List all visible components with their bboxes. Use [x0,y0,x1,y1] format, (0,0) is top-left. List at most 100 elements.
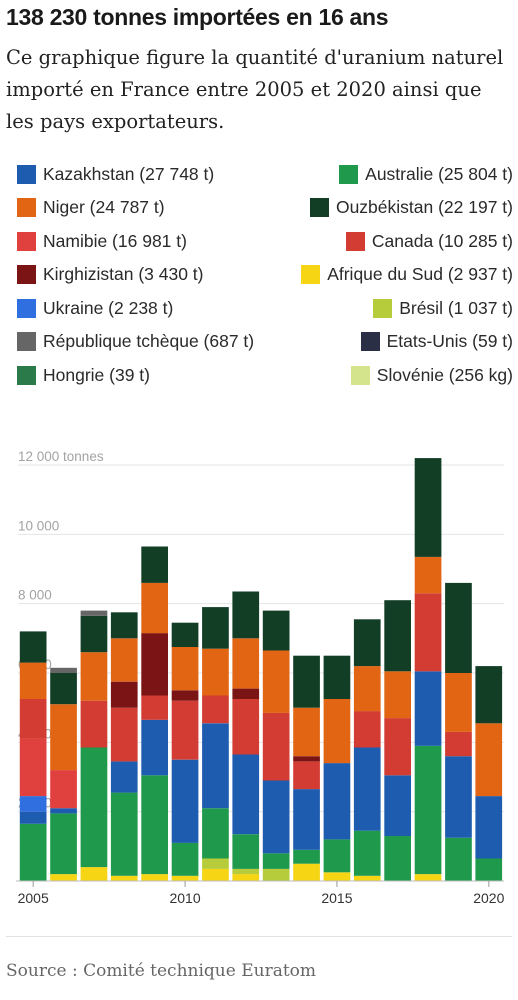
bar-segment [202,868,229,881]
legend-swatch [339,164,359,184]
bar-segment [445,582,472,673]
legend-label: Kazakhstan (27 748 t) [43,163,215,184]
bar-segment [323,872,351,881]
bar-segment [384,718,411,776]
legend-item: Ouzbékistan (22 197 t) [309,196,513,220]
legend-item: Australie (25 804 t) [339,162,513,186]
bar-segment [141,546,168,583]
legend-label: Brésil (1 037 t) [399,297,513,318]
legend-item: Ukraine (2 238 t) [17,296,173,320]
bar-segment [475,666,503,724]
bar-segment [141,874,168,881]
bar-segment [262,610,290,651]
bar-segment [323,655,351,699]
legend-label: Canada (10 285 t) [371,230,513,251]
bar-segment [202,858,229,869]
legend-item: République tchèque (687 t) [17,330,254,354]
legend-label: Kirghizistan (3 430 t) [43,264,204,284]
bar-segment [110,612,138,639]
bar-segment [293,863,320,881]
bar-segment [171,622,199,647]
bar-segment [323,763,351,840]
bar-segment [80,747,108,868]
legend-label: Niger (24 787 t) [43,197,165,217]
bar-segment [475,796,503,859]
bar-segment [293,655,320,708]
bar-segment [232,754,260,835]
bar-segment [141,695,168,720]
bar-segment [262,650,290,713]
bar-segment [171,842,199,876]
bar-segment [171,647,199,691]
bar-segment [141,633,168,696]
x-tick-label: 2020 [473,890,504,906]
bar-segment [19,796,47,812]
legend-swatch [301,265,321,284]
bar-segment [80,615,108,653]
x-tick-label: 2010 [169,890,200,906]
bar-segment [50,667,77,673]
bar-segment [19,738,47,797]
bar-segment [110,761,138,793]
bar-segment [353,747,381,831]
source-note: Source : Comité technique Euratom [6,961,317,981]
legend-swatch [17,332,36,351]
bar-segment [19,699,47,739]
bar-segment [80,700,108,748]
chart-subtitle: Ce graphique figure la quantité d'uraniu… [6,46,504,133]
bar-segment [202,808,229,859]
bar-segment [414,556,442,594]
bar-segment [110,792,138,876]
bar-segment [414,593,442,672]
legend-swatch [17,265,36,284]
y-tick-label: 8 000 [18,588,52,603]
bar-segment [445,731,472,757]
bar-segment [353,711,381,748]
bar-segment [293,756,320,762]
bar-segment [262,712,290,781]
bar-segment [141,582,168,634]
bar-segment [445,756,472,838]
bar-segment [50,813,77,875]
legend-label: Afrique du Sud (2 937 t) [327,264,513,284]
legend-swatch [17,365,36,385]
bar-segment [232,688,260,699]
bar-segment [353,830,381,876]
bar-segment [293,789,320,850]
bar-segment [445,673,472,732]
bar-segment [232,699,260,755]
bar-segment [80,610,108,616]
legend-label: Ouzbékistan (22 197 t) [335,197,513,217]
bar-segment [110,875,138,881]
legend-swatch [345,231,365,251]
bar-segment [50,770,77,809]
y-tick-label: 12 000 tonnes [18,449,104,464]
bar-segment [171,759,199,843]
bar-segment [384,835,411,881]
bar-segment [414,874,442,881]
bar-segment [232,591,260,639]
bar-segment [353,619,381,667]
bar-segment [202,695,229,724]
legend-label: Etats-Unis (59 t) [386,331,513,351]
legend-item: Slovénie (256 kg) [350,363,513,387]
bar-segment [202,648,229,696]
bar-segment [141,719,168,776]
bar-segment [171,700,199,760]
bar-segment [475,858,503,881]
legend-item: Brésil (1 037 t) [373,296,513,320]
bar-segment [353,875,381,881]
bar-segment [110,707,138,762]
bar-segment [110,638,138,682]
bar-segment [293,849,320,864]
legend-swatch [373,298,393,318]
bar-segment [262,868,290,881]
bar-segment [232,638,260,689]
bar-segment [50,704,77,771]
bar-segment [384,600,411,672]
chart-title: 138 230 tonnes importées en 16 ans [6,4,389,30]
legend-item: Kazakhstan (27 748 t) [17,162,214,186]
bar-segment [19,631,47,663]
bar-segment [262,780,290,854]
